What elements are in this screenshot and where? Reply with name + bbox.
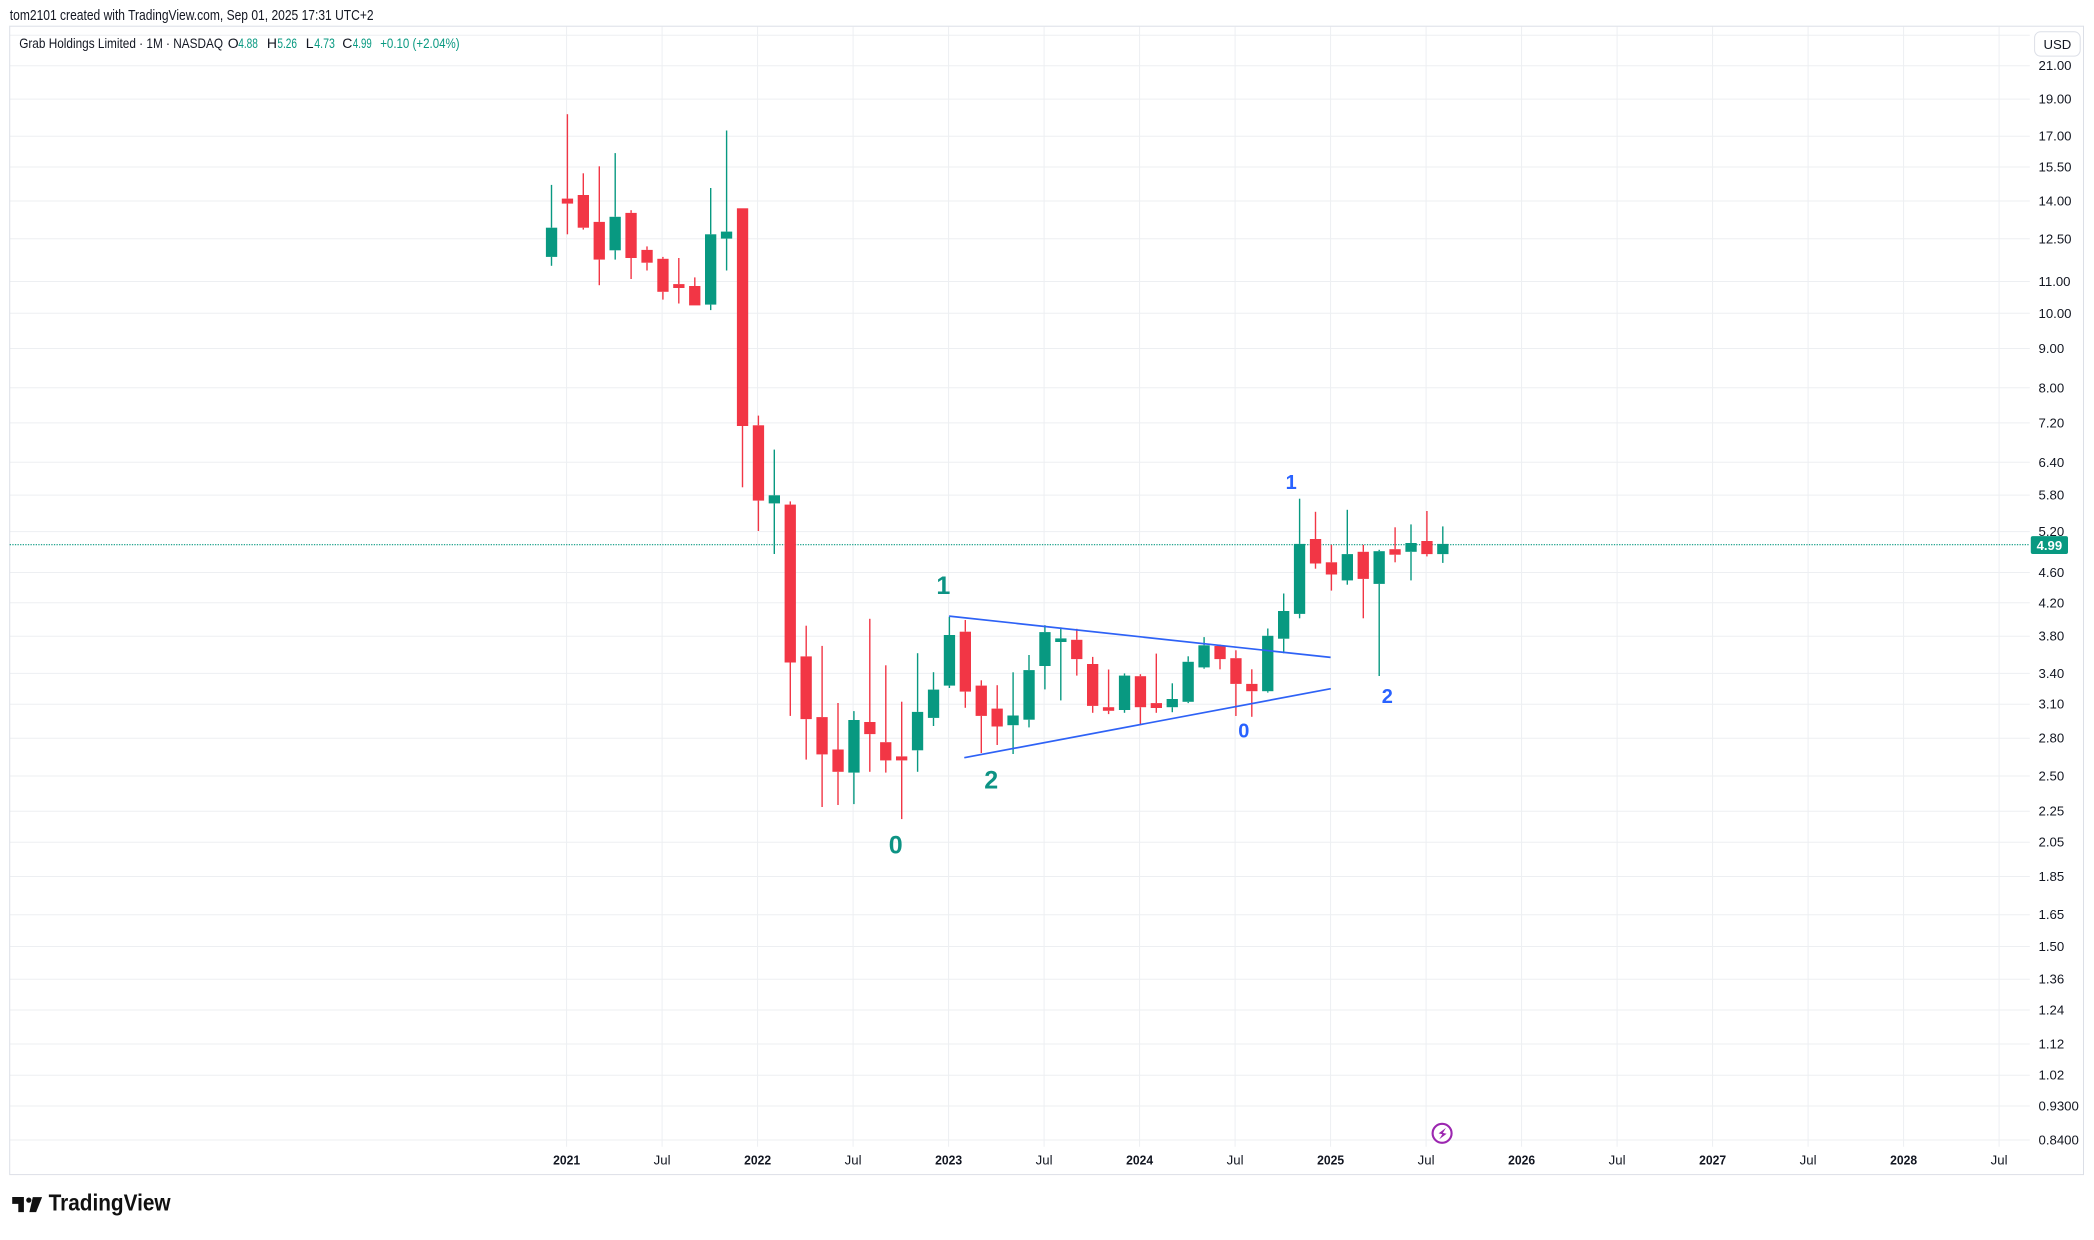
svg-text:Jul: Jul xyxy=(1227,1153,1244,1168)
svg-text:Jul: Jul xyxy=(1418,1153,1435,1168)
svg-text:0.8400: 0.8400 xyxy=(2039,1133,2079,1148)
svg-text:1.36: 1.36 xyxy=(2039,972,2065,987)
svg-text:2: 2 xyxy=(984,767,998,795)
svg-text:8.00: 8.00 xyxy=(2039,380,2065,395)
svg-text:0.9300: 0.9300 xyxy=(2039,1099,2079,1114)
svg-text:19.00: 19.00 xyxy=(2039,92,2072,107)
svg-text:4.73: 4.73 xyxy=(314,35,335,51)
svg-text:+0.10 (+2.04%): +0.10 (+2.04%) xyxy=(380,35,459,51)
svg-text:4.88: 4.88 xyxy=(238,35,258,51)
svg-text:1: 1 xyxy=(936,572,950,600)
svg-text:3.80: 3.80 xyxy=(2039,629,2065,644)
svg-text:4.99: 4.99 xyxy=(353,35,372,51)
svg-text:17.00: 17.00 xyxy=(2039,129,2072,144)
svg-text:L: L xyxy=(306,35,314,51)
svg-text:3.40: 3.40 xyxy=(2039,666,2065,681)
svg-text:12.50: 12.50 xyxy=(2039,231,2072,246)
svg-text:2025: 2025 xyxy=(1317,1153,1344,1168)
svg-text:4.99: 4.99 xyxy=(2037,538,2063,553)
svg-text:5.26: 5.26 xyxy=(277,35,297,51)
svg-text:tom2101 created with TradingVi: tom2101 created with TradingView.com, Se… xyxy=(10,7,374,24)
svg-text:Jul: Jul xyxy=(1036,1153,1053,1168)
svg-text:Jul: Jul xyxy=(1800,1153,1817,1168)
svg-text:9.00: 9.00 xyxy=(2039,341,2065,356)
svg-text:2021: 2021 xyxy=(553,1153,580,1168)
svg-text:0: 0 xyxy=(889,831,903,859)
svg-text:Jul: Jul xyxy=(1609,1153,1626,1168)
svg-text:2026: 2026 xyxy=(1508,1153,1535,1168)
svg-text:0: 0 xyxy=(1238,721,1249,743)
svg-text:4.60: 4.60 xyxy=(2039,565,2065,580)
svg-text:2028: 2028 xyxy=(1890,1153,1917,1168)
svg-text:USD: USD xyxy=(2043,37,2071,52)
svg-text:2.80: 2.80 xyxy=(2039,731,2065,746)
svg-text:11.00: 11.00 xyxy=(2039,274,2071,289)
svg-text:H: H xyxy=(267,35,277,51)
svg-text:Jul: Jul xyxy=(1991,1153,2008,1168)
svg-text:Grab Holdings Limited · 1M · N: Grab Holdings Limited · 1M · NASDAQ xyxy=(19,35,223,51)
svg-text:2: 2 xyxy=(1382,686,1393,708)
svg-text:5.80: 5.80 xyxy=(2039,488,2065,503)
svg-text:1.12: 1.12 xyxy=(2039,1037,2065,1052)
svg-text:15.50: 15.50 xyxy=(2039,160,2072,175)
svg-text:5.20: 5.20 xyxy=(2039,524,2065,539)
svg-text:1: 1 xyxy=(1286,472,1297,494)
svg-text:10.00: 10.00 xyxy=(2039,306,2072,321)
svg-text:2024: 2024 xyxy=(1126,1153,1154,1168)
svg-text:2027: 2027 xyxy=(1699,1153,1726,1168)
svg-text:Jul: Jul xyxy=(654,1153,671,1168)
svg-text:21.00: 21.00 xyxy=(2039,58,2072,73)
svg-text:6.40: 6.40 xyxy=(2039,455,2065,470)
svg-text:4.20: 4.20 xyxy=(2039,595,2065,610)
svg-text:2023: 2023 xyxy=(935,1153,962,1168)
svg-text:2.05: 2.05 xyxy=(2039,835,2065,850)
svg-text:7.20: 7.20 xyxy=(2039,415,2065,430)
svg-text:2.50: 2.50 xyxy=(2039,769,2065,784)
svg-text:C: C xyxy=(342,35,352,51)
svg-text:14.00: 14.00 xyxy=(2039,194,2072,209)
svg-text:2022: 2022 xyxy=(744,1153,771,1168)
svg-text:2.25: 2.25 xyxy=(2039,804,2065,819)
svg-text:1.24: 1.24 xyxy=(2039,1003,2065,1018)
svg-text:O: O xyxy=(228,35,239,51)
svg-text:1.02: 1.02 xyxy=(2039,1068,2065,1083)
svg-text:1.50: 1.50 xyxy=(2039,939,2065,954)
svg-text:3.10: 3.10 xyxy=(2039,697,2065,712)
svg-text:Jul: Jul xyxy=(845,1153,862,1168)
svg-text:1.65: 1.65 xyxy=(2039,907,2065,922)
svg-text:TradingView: TradingView xyxy=(49,1190,171,1216)
svg-text:1.85: 1.85 xyxy=(2039,869,2065,884)
